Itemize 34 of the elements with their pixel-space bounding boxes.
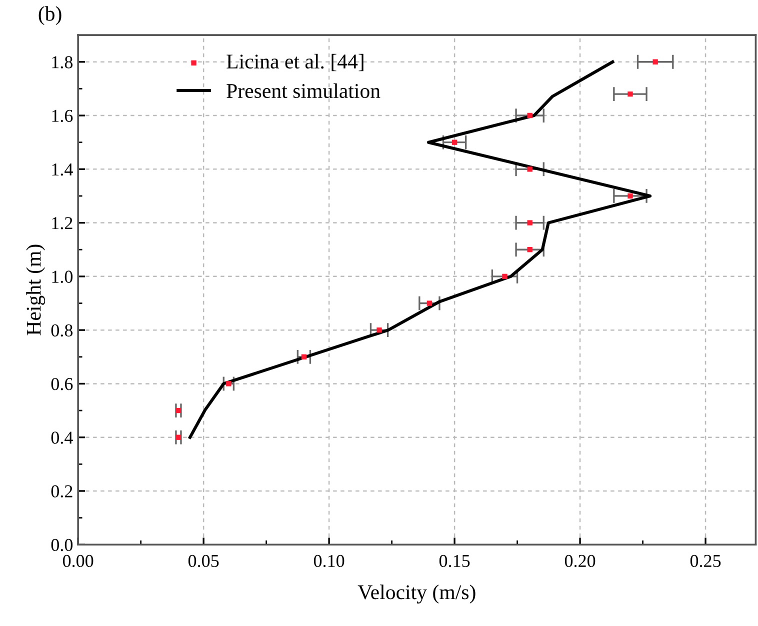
- point: [652, 59, 658, 64]
- y-tick-label: 1.6: [52, 110, 73, 122]
- point: [426, 300, 432, 306]
- legend-label: Present simulation: [226, 83, 380, 98]
- y-tick-label: 0.4: [51, 432, 73, 444]
- point: [527, 166, 532, 172]
- y-tick-label: 1.8: [52, 56, 73, 68]
- point: [452, 140, 458, 145]
- point: [628, 91, 633, 97]
- point: [527, 247, 532, 252]
- point: [502, 274, 508, 280]
- y-tick-label: 0.0: [51, 538, 73, 552]
- x-tick-label: 0.15: [439, 554, 470, 568]
- legend-label: Licina et al. [44]: [226, 54, 364, 72]
- y-tick-label: 1.4: [52, 163, 73, 176]
- x-tick-label: 0.05: [188, 554, 219, 568]
- point: [628, 193, 633, 199]
- point: [527, 220, 532, 226]
- y-axis-title: Height (m): [26, 244, 46, 336]
- x-tick-label: 0.25: [690, 554, 721, 568]
- point: [376, 327, 382, 333]
- x-tick-label: 0.00: [62, 554, 94, 568]
- point: [301, 354, 307, 360]
- y-tick-label: 0.2: [51, 485, 72, 498]
- point: [527, 112, 532, 118]
- y-tick-label: 1.0: [52, 270, 73, 283]
- x-axis-title: Velocity (m/s): [358, 584, 476, 604]
- text: (b): [38, 6, 62, 26]
- y-tick-label: 1.2: [52, 217, 72, 230]
- x-tick-label: 0.20: [564, 554, 596, 568]
- point: [226, 381, 232, 386]
- y-tick-label: 0.8: [51, 324, 73, 337]
- x-tick-label: 0.10: [314, 554, 344, 568]
- y-tick-label: 0.6: [51, 378, 73, 390]
